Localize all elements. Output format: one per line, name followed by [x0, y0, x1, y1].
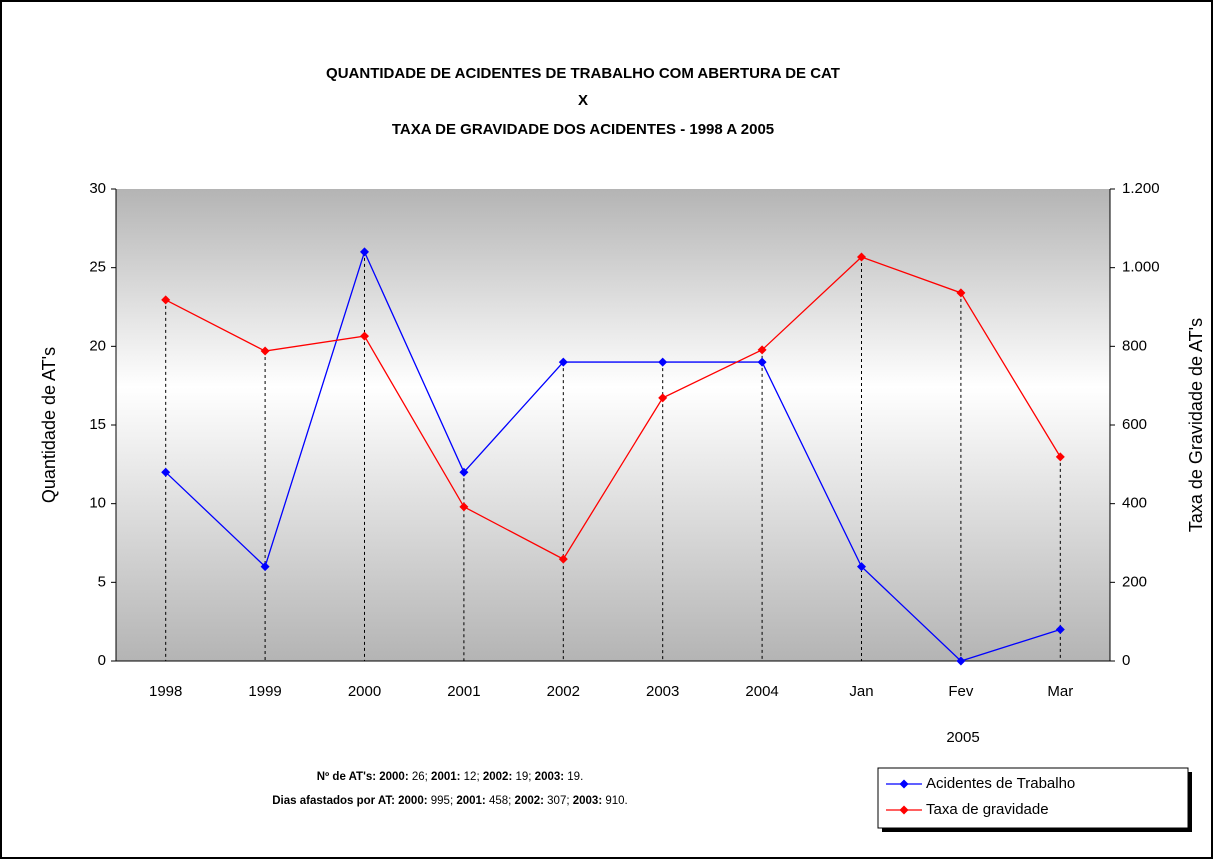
note-part: 2002: — [483, 771, 512, 783]
note-part: 12; — [460, 771, 482, 783]
marker — [857, 252, 866, 262]
legend-label: Acidentes de Trabalho — [926, 775, 1075, 792]
note-part: Dias afastados por AT: 2000: — [272, 795, 427, 807]
note-part: 307; — [544, 795, 573, 807]
note: Nº de AT's: 2000: 26; 2001: 12; 2002: 19… — [317, 771, 584, 783]
note-part: Nº de AT's: 2000: — [317, 771, 409, 783]
marker — [459, 467, 469, 477]
y-tick-label: 30 — [89, 180, 106, 197]
x-tick-label: 2004 — [745, 683, 778, 700]
y2-tick-label: 200 — [1122, 573, 1147, 590]
note-part: 458; — [486, 795, 515, 807]
y-tick-label: 0 — [98, 652, 106, 669]
marker — [558, 554, 568, 564]
x-tick-label: 1999 — [248, 683, 281, 700]
chart-title: QUANTIDADE DE ACIDENTES DE TRABALHO COM … — [326, 65, 840, 82]
note-part: 26; — [409, 771, 431, 783]
note-part: 2001: — [431, 771, 460, 783]
y-tick-label: 20 — [89, 337, 106, 354]
marker — [360, 331, 369, 341]
x-tick-label: Mar — [1047, 683, 1073, 700]
y-tick-label: 15 — [89, 416, 106, 433]
marker — [956, 656, 966, 666]
marker — [260, 346, 270, 356]
marker — [161, 467, 171, 477]
y2-tick-label: 0 — [1122, 652, 1130, 669]
marker — [857, 562, 866, 572]
x-tick-label: Fev — [948, 683, 974, 700]
chart-title: TAXA DE GRAVIDADE DOS ACIDENTES - 1998 A… — [392, 121, 774, 138]
y2-tick-label: 400 — [1122, 495, 1147, 512]
marker — [658, 393, 668, 403]
x-tick-label: 2002 — [547, 683, 580, 700]
category-group-label: 2005 — [946, 729, 979, 746]
legend-marker — [899, 779, 909, 789]
y2-axis-label: Taxa de Gravidade de AT's — [1186, 318, 1206, 532]
series-line — [165, 256, 1061, 560]
y2-tick-label: 1.200 — [1122, 180, 1160, 197]
chart-title: X — [578, 92, 588, 109]
marker — [956, 288, 966, 298]
legend-label: Taxa de gravidade — [926, 801, 1049, 818]
marker — [1055, 452, 1065, 462]
note-part: 995; — [428, 795, 457, 807]
y2-tick-label: 600 — [1122, 416, 1147, 433]
marker — [558, 357, 568, 367]
marker — [260, 562, 270, 572]
x-tick-label: 1998 — [149, 683, 182, 700]
y2-tick-label: 800 — [1122, 337, 1147, 354]
marker — [161, 295, 171, 305]
y2-tick-label: 1.000 — [1122, 259, 1160, 276]
note-part: 2003: — [535, 771, 564, 783]
plot-area — [116, 189, 1110, 661]
marker — [360, 247, 369, 257]
x-tick-label: Jan — [849, 683, 873, 700]
note-part: 19; — [512, 771, 534, 783]
note-part: 2003: — [573, 795, 602, 807]
y-tick-label: 10 — [89, 495, 106, 512]
series-line — [165, 250, 1061, 662]
note: Dias afastados por AT: 2000: 995; 2001: … — [272, 795, 628, 807]
x-tick-label: 2000 — [348, 683, 381, 700]
marker — [757, 345, 767, 355]
x-tick-label: 2003 — [646, 683, 679, 700]
x-tick-label: 2001 — [447, 683, 480, 700]
legend-marker — [899, 805, 909, 815]
note-part: 19. — [564, 771, 583, 783]
marker — [757, 357, 767, 367]
y-axis-label: Quantidade de AT's — [39, 347, 59, 503]
legend — [877, 767, 1189, 829]
y-tick-label: 25 — [89, 259, 106, 276]
note-part: 2001: — [456, 795, 485, 807]
note-part: 910. — [602, 795, 628, 807]
marker — [658, 357, 668, 367]
marker — [1055, 625, 1065, 635]
y-tick-label: 5 — [98, 573, 106, 590]
marker — [459, 502, 469, 512]
note-part: 2002: — [515, 795, 544, 807]
